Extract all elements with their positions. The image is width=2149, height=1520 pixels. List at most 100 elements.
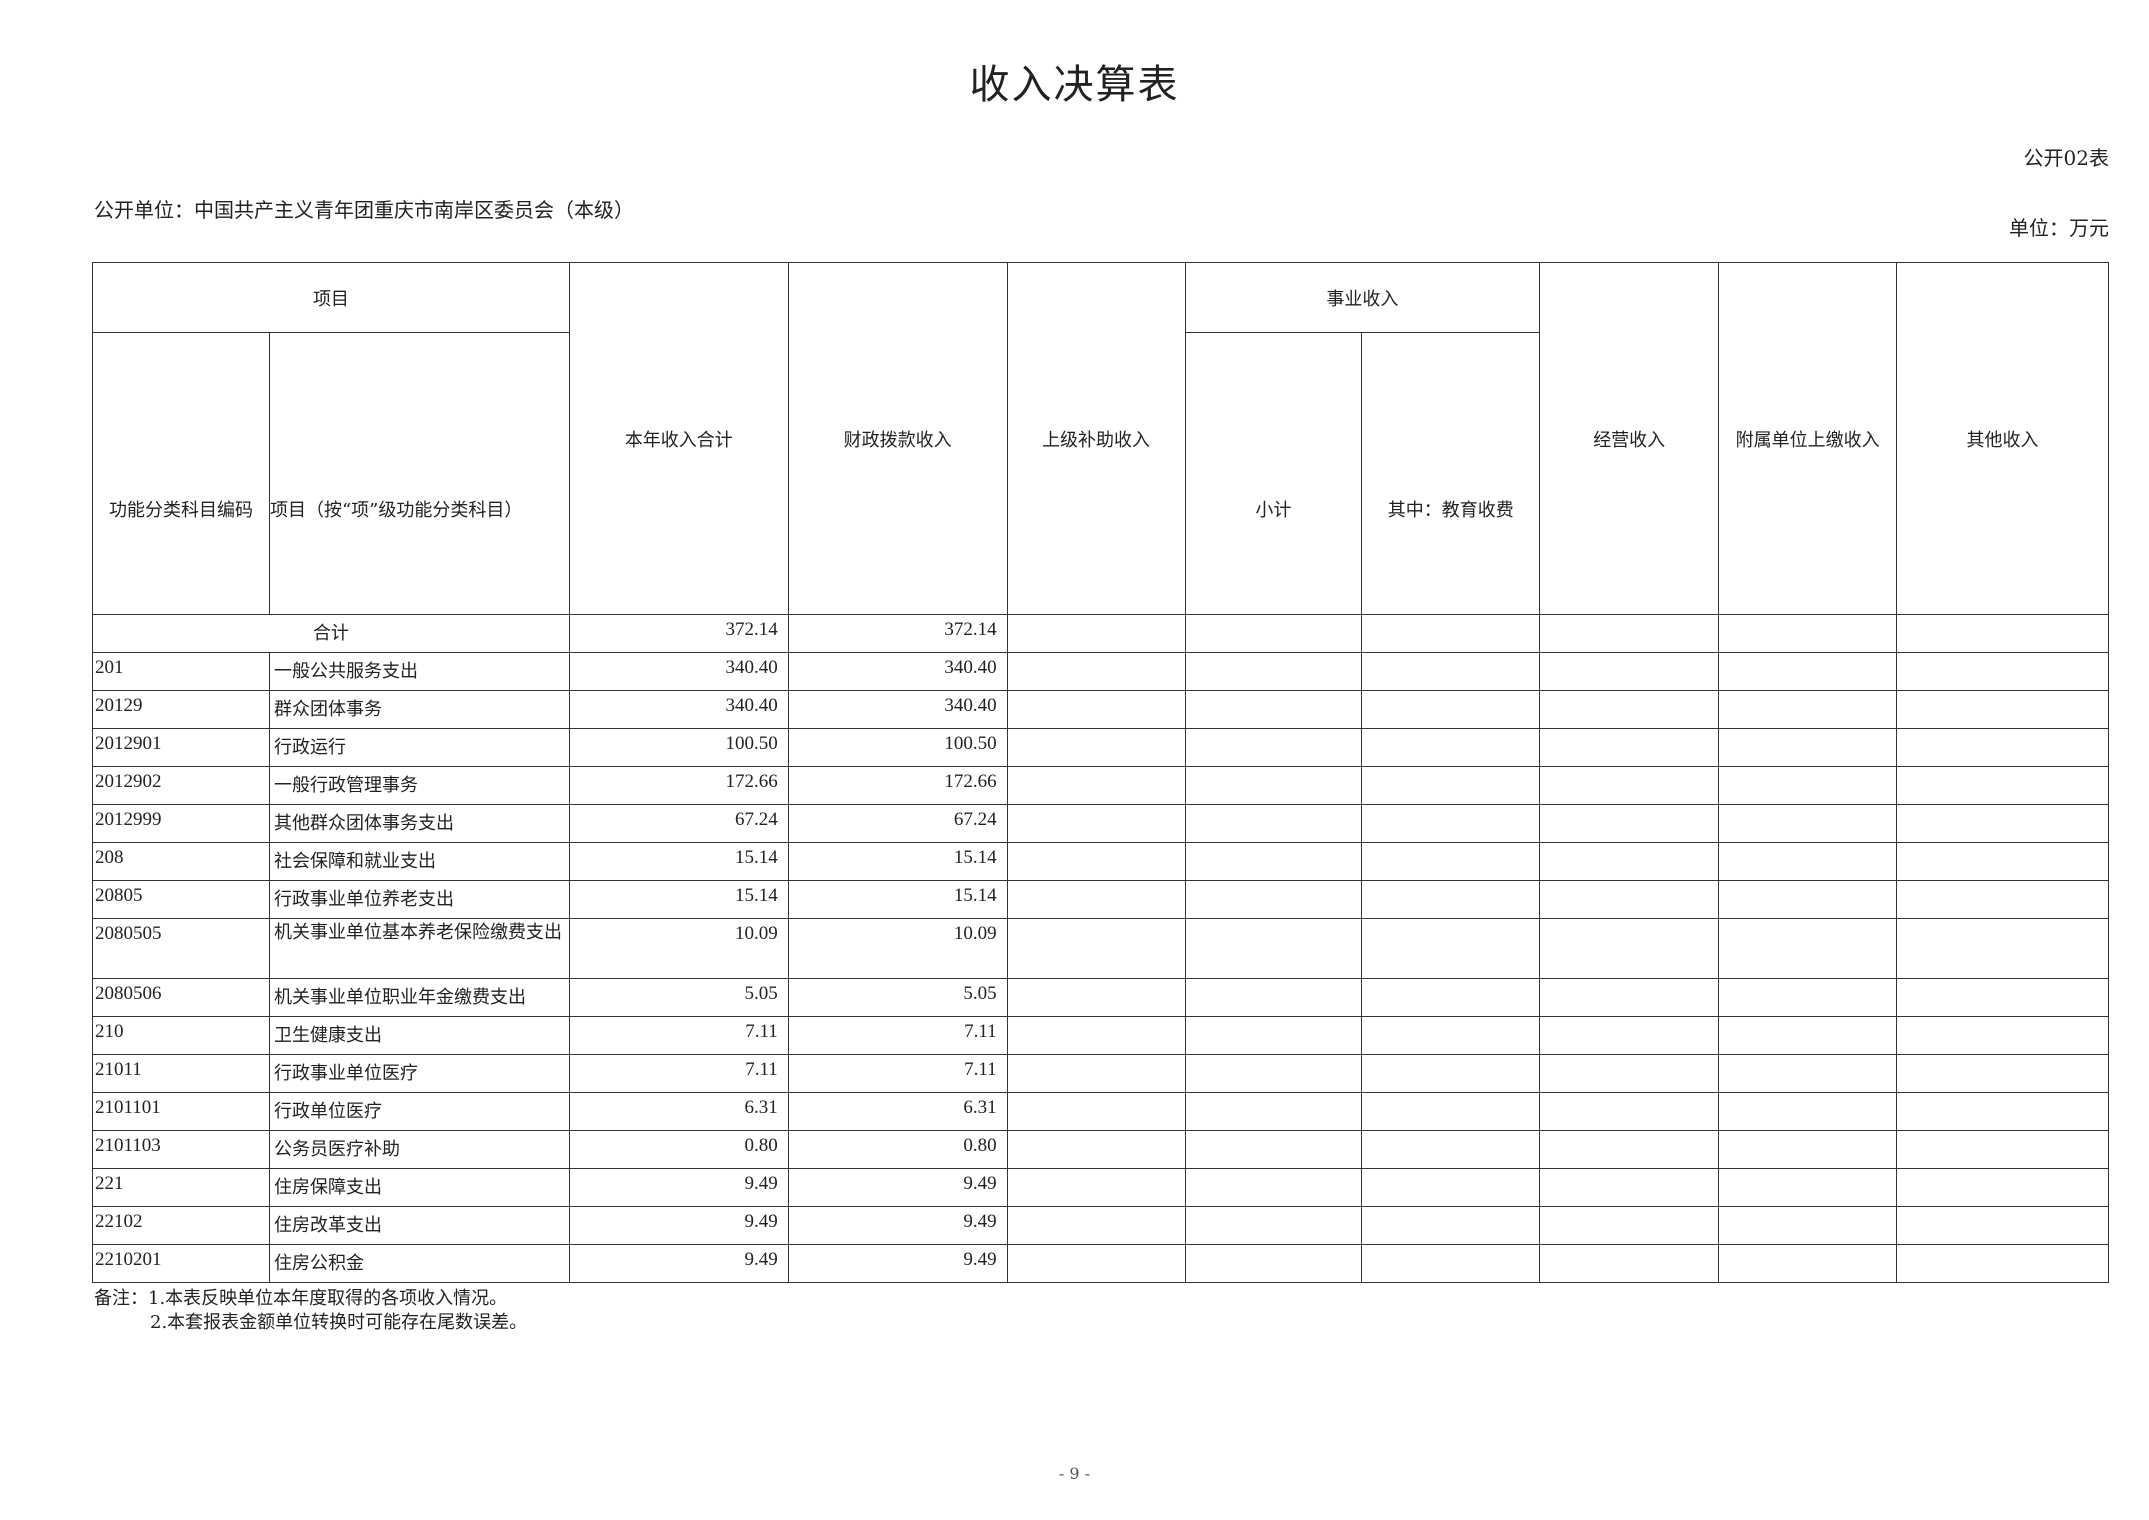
income-total: 172.66 (568, 766, 789, 805)
subject-name: 住房公积金 (268, 1244, 570, 1283)
empty-cell (1718, 880, 1898, 919)
subject-name: 行政事业单位医疗 (268, 1054, 570, 1093)
empty-cell (1184, 728, 1363, 767)
empty-cell (1896, 978, 2109, 1017)
subject-code: 208 (92, 842, 270, 881)
empty-cell (1006, 1092, 1186, 1131)
empty-cell (1361, 766, 1541, 805)
page-title: 收入决算表 (969, 62, 1180, 108)
empty-cell (1184, 880, 1363, 919)
empty-cell (1539, 728, 1720, 767)
empty-cell (1718, 1130, 1898, 1169)
empty-cell (1718, 804, 1898, 843)
table-row: 2012901 行政运行 100.50 100.50 (92, 728, 2109, 767)
header-code: 功能分类科目编码 (92, 332, 270, 615)
empty-cell (1006, 766, 1186, 805)
income-total: 6.31 (568, 1092, 789, 1131)
form-number: 公开02表 (2023, 146, 2109, 170)
table-row: 2080506 机关事业单位职业年金缴费支出 5.05 5.05 (92, 978, 2109, 1017)
empty-cell (1539, 766, 1720, 805)
empty-cell (1184, 1244, 1363, 1283)
income-total: 9.49 (568, 1244, 789, 1283)
currency-unit: 单位：万元 (2009, 216, 2109, 240)
total-income: 372.14 (568, 614, 789, 653)
empty-cell (1361, 1206, 1541, 1245)
empty-cell (1184, 1168, 1363, 1207)
fiscal-income: 0.80 (787, 1130, 1008, 1169)
subject-name: 住房保障支出 (268, 1168, 570, 1207)
empty-cell (1896, 1092, 2109, 1131)
empty-cell (1539, 690, 1720, 729)
notes: 备注：1.本表反映单位本年度取得的各项收入情况。 2.本套报表金额单位转换时可能… (94, 1287, 2109, 1335)
empty-cell (1361, 804, 1541, 843)
empty-cell (1006, 1244, 1186, 1283)
empty-cell (1361, 728, 1541, 767)
table-row: 210 卫生健康支出 7.11 7.11 (92, 1016, 2109, 1055)
empty-cell (1361, 978, 1541, 1017)
subject-name: 公务员医疗补助 (268, 1130, 570, 1169)
table-row: 21011 行政事业单位医疗 7.11 7.11 (92, 1054, 2109, 1093)
table-row: 2101101 行政单位医疗 6.31 6.31 (92, 1092, 2109, 1131)
fiscal-income: 9.49 (787, 1168, 1008, 1207)
income-total: 10.09 (568, 918, 789, 979)
table-row: 2101103 公务员医疗补助 0.80 0.80 (92, 1130, 2109, 1169)
income-total: 9.49 (568, 1206, 789, 1245)
empty-cell (1184, 1206, 1363, 1245)
empty-cell (1184, 978, 1363, 1017)
empty-cell (1361, 1092, 1541, 1131)
empty-cell (1718, 766, 1898, 805)
fiscal-income: 10.09 (787, 918, 1008, 979)
empty-cell (1896, 918, 2109, 979)
subject-code: 2210201 (92, 1244, 270, 1283)
empty-cell (1184, 918, 1363, 979)
fiscal-income: 7.11 (787, 1016, 1008, 1055)
empty-cell (1539, 842, 1720, 881)
empty-cell (1184, 842, 1363, 881)
empty-cell (1184, 1130, 1363, 1169)
empty-cell (1718, 728, 1898, 767)
empty-cell (1896, 1206, 2109, 1245)
empty-cell (1361, 918, 1541, 979)
income-total: 5.05 (568, 978, 789, 1017)
main-content: 项目 本年收入合计 财政拨款收入 上级补助收入 事业收入 经营收入 附属单位上缴… (92, 262, 2109, 1335)
header-other: 其他收入 (1896, 262, 2109, 615)
income-total: 7.11 (568, 1054, 789, 1093)
subject-code: 2012901 (92, 728, 270, 767)
empty-cell (1718, 1092, 1898, 1131)
empty-cell (1539, 1168, 1720, 1207)
subject-name: 机关事业单位职业年金缴费支出 (268, 978, 570, 1017)
empty-cell (1539, 1244, 1720, 1283)
empty-cell (1718, 1244, 1898, 1283)
empty-cell (1896, 1244, 2109, 1283)
empty-cell (1184, 1016, 1363, 1055)
table-row: 20129 群众团体事务 340.40 340.40 (92, 690, 2109, 729)
fiscal-income: 100.50 (787, 728, 1008, 767)
empty-cell (1184, 690, 1363, 729)
table-row: 20805 行政事业单位养老支出 15.14 15.14 (92, 880, 2109, 919)
fiscal-income: 15.14 (787, 842, 1008, 881)
empty-cell (1539, 1016, 1720, 1055)
table-row: 2012902 一般行政管理事务 172.66 172.66 (92, 766, 2109, 805)
empty-cell (1361, 1054, 1541, 1093)
table-row: 2012999 其他群众团体事务支出 67.24 67.24 (92, 804, 2109, 843)
empty-cell (1361, 690, 1541, 729)
subject-code: 2101101 (92, 1092, 270, 1131)
empty-cell (1361, 1016, 1541, 1055)
empty-cell (1896, 766, 2109, 805)
header-education: 其中：教育收费 (1361, 332, 1541, 615)
empty-cell (1539, 880, 1720, 919)
empty-cell (1718, 690, 1898, 729)
subject-name: 一般公共服务支出 (268, 652, 570, 691)
empty-cell (1718, 978, 1898, 1017)
empty-cell (1896, 1168, 2109, 1207)
empty-cell (1006, 1206, 1186, 1245)
empty-cell (1006, 880, 1186, 919)
empty-cell (1006, 1168, 1186, 1207)
subject-name: 行政单位医疗 (268, 1092, 570, 1131)
empty-cell (1006, 804, 1186, 843)
empty-cell (1006, 918, 1186, 979)
empty-cell (1361, 1130, 1541, 1169)
header-total: 本年收入合计 (568, 262, 789, 615)
empty-cell (1361, 652, 1541, 691)
empty-cell (1539, 978, 1720, 1017)
